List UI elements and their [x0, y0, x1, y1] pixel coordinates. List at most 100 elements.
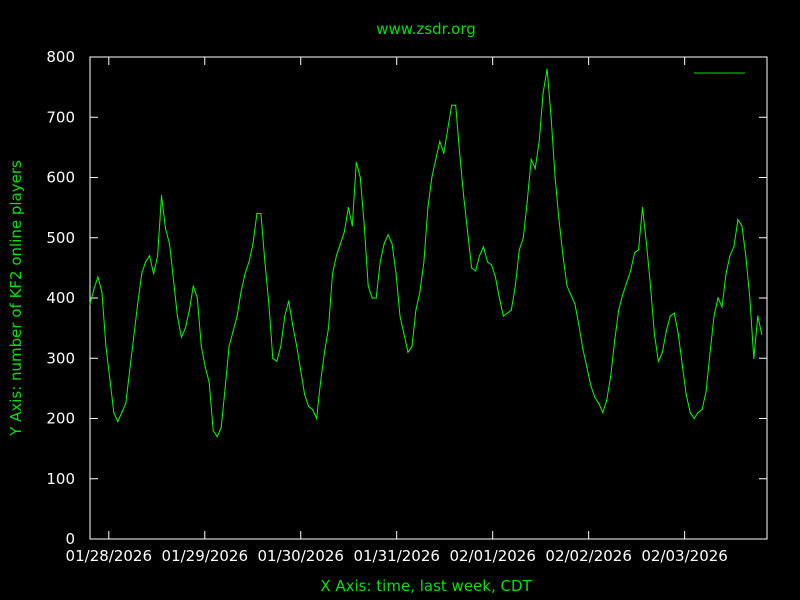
data-point [315, 417, 318, 420]
data-point [463, 194, 465, 197]
data-point [347, 207, 349, 209]
data-point [101, 291, 103, 293]
data-point [331, 273, 334, 275]
data-point [677, 333, 679, 335]
data-point [459, 152, 461, 154]
data-point [431, 176, 433, 179]
x-tick-label: 02/02/2026 [545, 547, 631, 565]
data-point [546, 68, 548, 70]
data-point [343, 231, 345, 233]
data-point [284, 315, 286, 317]
y-tick-label: 500 [46, 229, 75, 247]
data-point [705, 390, 707, 392]
data-point [391, 243, 393, 245]
data-point [534, 167, 536, 170]
data-point [478, 255, 481, 257]
data-point [439, 140, 441, 142]
data-point [160, 194, 163, 197]
data-point [141, 273, 143, 275]
data-point [232, 330, 234, 332]
data-point [280, 345, 282, 347]
data-point [208, 381, 210, 383]
data-point [538, 140, 540, 142]
data-point [125, 402, 127, 405]
data-point [93, 288, 95, 290]
data-point [574, 303, 576, 305]
data-point [502, 315, 504, 317]
data-point [506, 312, 508, 314]
data-point [618, 309, 620, 311]
data-point [244, 273, 246, 275]
data-point [482, 246, 485, 248]
y-tick-label: 800 [46, 48, 75, 66]
data-point [176, 315, 179, 317]
data-point [192, 285, 194, 287]
data-point [737, 219, 739, 221]
y-tick-label: 700 [46, 108, 75, 126]
data-point [590, 384, 592, 386]
data-point [276, 360, 278, 362]
data-point [641, 207, 644, 209]
x-tick-label: 02/01/2026 [449, 547, 535, 565]
y-tick-label: 600 [46, 169, 75, 187]
y-axis-label: Y Axis: number of KF2 online players [7, 160, 25, 437]
data-point [168, 243, 171, 245]
y-tick-label: 0 [65, 530, 75, 548]
data-point [97, 276, 99, 278]
data-point [570, 294, 572, 296]
data-point [375, 297, 377, 299]
data-point [220, 426, 222, 429]
data-point [470, 267, 473, 269]
data-point [661, 351, 663, 353]
data-point [180, 336, 183, 338]
y-tick-label: 400 [46, 289, 75, 307]
data-point [355, 161, 357, 164]
data-point [288, 300, 290, 302]
data-point [311, 408, 314, 411]
data-point [105, 345, 107, 347]
data-point [669, 315, 671, 317]
data-point [626, 282, 628, 284]
data-point [594, 396, 596, 399]
data-point [240, 291, 242, 293]
data-point [403, 333, 405, 335]
data-point [304, 393, 306, 395]
data-point [145, 261, 147, 263]
data-point [133, 336, 135, 338]
data-point [236, 315, 238, 317]
data-point [554, 176, 556, 179]
data-point [582, 348, 584, 350]
data-point [379, 261, 381, 263]
data-point [749, 297, 751, 299]
data-point [113, 411, 115, 414]
data-point [383, 243, 385, 245]
data-point [721, 306, 723, 308]
data-point [741, 225, 743, 227]
data-point [701, 408, 703, 411]
x-tick-label: 02/03/2026 [641, 547, 727, 565]
data-point [566, 285, 568, 287]
data-point [359, 176, 361, 179]
data-point [164, 228, 167, 230]
data-point [407, 351, 409, 353]
data-point [653, 333, 656, 335]
data-point [467, 231, 469, 233]
data-point [629, 270, 632, 272]
x-axis-label: X Axis: time, last week, CDT [320, 577, 532, 595]
data-point [300, 369, 302, 371]
data-point [427, 207, 429, 209]
data-point [530, 158, 532, 161]
data-point [474, 270, 477, 272]
data-point [443, 152, 445, 154]
data-point [117, 420, 119, 423]
data-point [602, 411, 604, 414]
data-point [486, 261, 489, 263]
data-point [256, 213, 258, 215]
data-point [498, 297, 501, 299]
data-point [542, 92, 544, 94]
data-point [268, 303, 270, 305]
data-point [351, 225, 353, 227]
data-point [633, 252, 636, 254]
data-point [586, 366, 588, 368]
